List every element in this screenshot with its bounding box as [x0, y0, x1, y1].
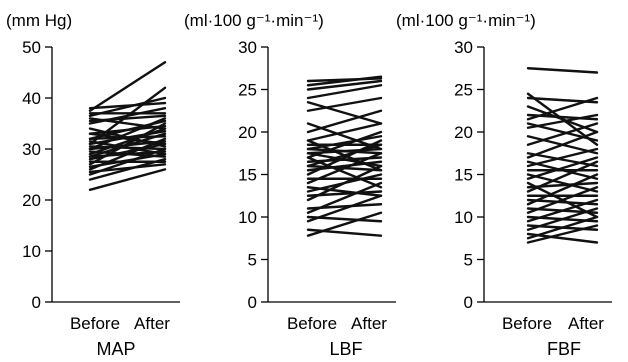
lbf-subject-line — [306, 101, 383, 125]
fbf-y-tick-label: 25 — [454, 81, 473, 100]
lbf-subject-line — [306, 228, 383, 237]
map-subject-line — [88, 127, 167, 148]
lbf-subject-line — [306, 215, 383, 223]
lbf-y-tick-label: 20 — [238, 123, 257, 142]
map-y-tick-label: 0 — [32, 293, 41, 312]
fbf-subject-line — [526, 92, 599, 146]
map-y-tick-label: 40 — [22, 89, 41, 108]
lbf-subject-line — [306, 156, 383, 189]
map-subject-line — [88, 163, 167, 174]
map-subject-line — [88, 150, 167, 158]
map-y-ticks: 0 10 20 30 40 50 — [22, 38, 52, 312]
fbf-y-tick-label: 20 — [454, 123, 473, 142]
map-subject-line — [88, 117, 167, 130]
map-y-tick-label: 50 — [22, 38, 41, 57]
fbf-y-tick-label: 30 — [454, 38, 473, 57]
lbf-subject-line — [306, 152, 383, 168]
fbf-subject-line — [526, 224, 599, 231]
fbf-subject-line — [526, 181, 599, 189]
fbf-x-tick-after: After — [568, 314, 604, 333]
lbf-subject-line — [306, 164, 383, 172]
lbf-y-tick-label: 25 — [238, 81, 257, 100]
lbf-subject-line — [306, 77, 383, 83]
map-subject-line — [88, 101, 167, 110]
lbf-panel-title: LBF — [329, 339, 362, 359]
lbf-subject-line — [306, 96, 383, 112]
fbf-subject-line — [526, 67, 599, 74]
fbf-y-unit-label: (ml·100 g⁻¹·min⁻¹) — [396, 11, 536, 30]
fbf-subject-line — [526, 135, 599, 155]
lbf-y-tick-label: 10 — [238, 208, 257, 227]
fbf-subject-line — [526, 152, 599, 168]
fbf-y-tick-label: 0 — [464, 293, 473, 312]
map-y-unit-label: (mm Hg) — [6, 11, 72, 30]
lbf-x-tick-before: Before — [287, 314, 337, 333]
lbf-subject-line — [306, 122, 383, 142]
fbf-subject-line — [526, 215, 599, 223]
panel-map: (mm Hg) 0 10 20 30 40 50 Before After MAP — [6, 11, 180, 359]
fbf-y-tick-label: 15 — [454, 166, 473, 185]
fbf-subject-line — [526, 113, 599, 121]
lbf-y-ticks: 0 5 10 15 20 25 30 — [238, 38, 268, 312]
map-y-tick-label: 30 — [22, 140, 41, 159]
map-subject-line — [88, 168, 167, 192]
lbf-subject-line — [306, 122, 383, 151]
fbf-subject-line — [526, 198, 599, 206]
fbf-y-tick-label: 5 — [464, 251, 473, 270]
lbf-subject-line — [306, 147, 383, 155]
fbf-subject-line — [526, 96, 599, 104]
lbf-y-tick-label: 30 — [238, 38, 257, 57]
panel-lbf: (ml·100 g⁻¹·min⁻¹) 0 5 10 15 20 25 30 Before A… — [184, 11, 396, 359]
lbf-subject-line — [306, 135, 383, 151]
fbf-subject-line — [526, 156, 599, 180]
map-subject-line — [88, 140, 167, 156]
fbf-panel-title: FBF — [547, 339, 581, 359]
fbf-subject-line — [526, 232, 599, 244]
lbf-subject-line — [306, 190, 383, 197]
fbf-subject-line — [526, 160, 599, 180]
fbf-x-tick-before: Before — [502, 314, 552, 333]
fbf-subject-line — [526, 173, 599, 206]
map-x-tick-after: After — [134, 314, 170, 333]
map-panel-title: MAP — [96, 339, 135, 359]
fbf-subject-line — [526, 173, 599, 193]
fbf-y-tick-label: 10 — [454, 208, 473, 227]
map-y-tick-label: 10 — [22, 242, 41, 261]
lbf-x-tick-after: After — [351, 314, 387, 333]
lbf-subject-line — [306, 139, 383, 172]
map-x-tick-before: Before — [70, 314, 120, 333]
map-subject-line — [88, 61, 167, 112]
map-series-lines — [88, 61, 167, 192]
lbf-y-tick-label: 0 — [248, 293, 257, 312]
lbf-y-unit-label: (ml·100 g⁻¹·min⁻¹) — [184, 11, 324, 30]
lbf-subject-line — [306, 84, 383, 100]
fbf-subject-line — [526, 147, 599, 168]
lbf-subject-line — [306, 79, 383, 91]
fbf-series-lines — [526, 67, 599, 244]
map-y-tick-label: 20 — [22, 191, 41, 210]
panel-fbf: (ml·100 g⁻¹·min⁻¹) 0 5 10 15 20 25 30 Before A… — [396, 11, 612, 359]
lbf-y-tick-label: 15 — [238, 166, 257, 185]
fbf-subject-line — [526, 181, 599, 219]
fbf-y-ticks: 0 5 10 15 20 25 30 — [454, 38, 484, 312]
lbf-series-lines — [306, 75, 383, 237]
map-subject-line — [88, 132, 167, 146]
lbf-subject-line — [306, 186, 383, 197]
lbf-y-tick-label: 5 — [248, 251, 257, 270]
lbf-subject-line — [306, 203, 383, 210]
